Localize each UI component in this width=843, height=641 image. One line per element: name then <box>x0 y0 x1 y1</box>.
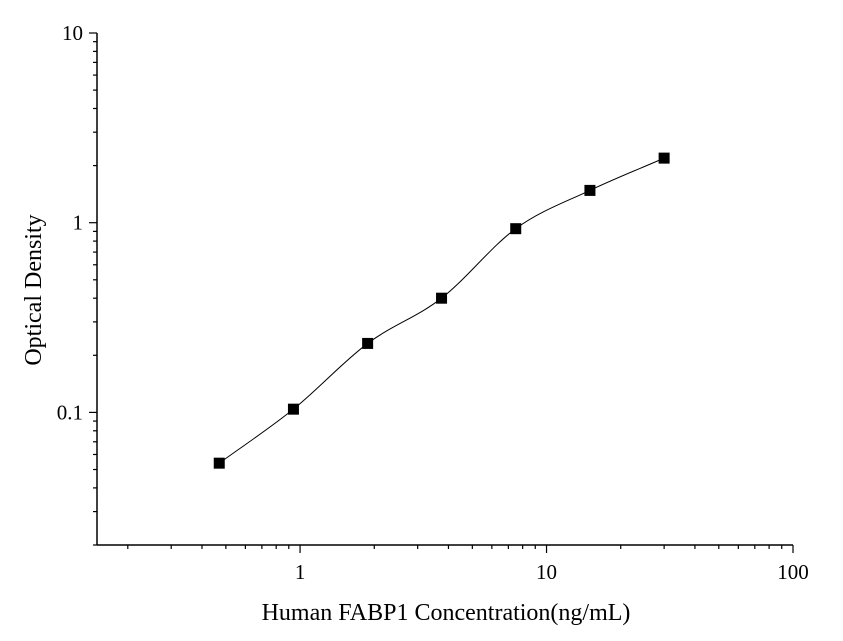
data-point <box>584 184 596 196</box>
data-point <box>213 457 225 469</box>
fitted-curve <box>218 157 665 464</box>
data-point <box>362 337 374 349</box>
axes: 0.1 1 10 1 10 100 <box>57 21 809 584</box>
y-tick-label: 10 <box>62 21 83 45</box>
y-tick-label: 0.1 <box>57 400 83 424</box>
y-axis-ticks: 0.1 1 10 <box>57 21 97 546</box>
x-tick-label: 100 <box>777 560 809 584</box>
data-points <box>213 152 670 469</box>
x-tick-label: 1 <box>295 560 306 584</box>
x-axis-label: Human FABP1 Concentration(ng/mL) <box>262 600 631 626</box>
data-point <box>287 403 299 415</box>
x-tick-label: 10 <box>536 560 557 584</box>
y-tick-label: 1 <box>73 211 84 235</box>
x-axis-ticks: 1 10 100 <box>127 545 809 584</box>
data-point <box>436 292 448 304</box>
y-axis-label: Optical Density <box>21 214 47 365</box>
fitted-curve-group <box>218 157 665 464</box>
data-point <box>658 152 670 164</box>
data-point <box>510 223 522 235</box>
